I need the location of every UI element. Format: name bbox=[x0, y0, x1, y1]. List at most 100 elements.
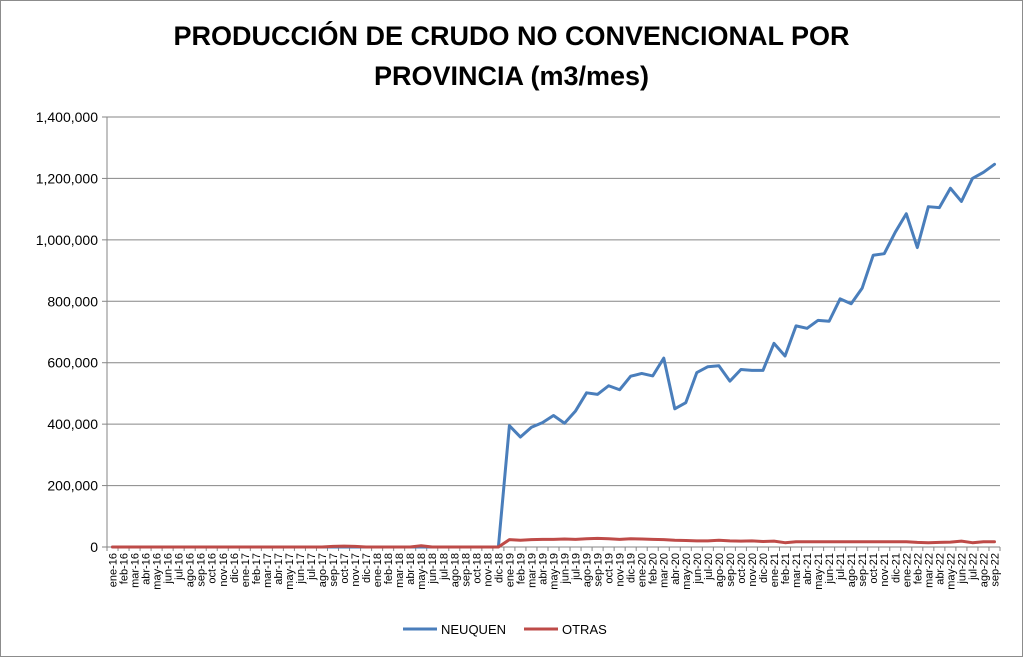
x-tick-label: oct-20 bbox=[736, 553, 748, 584]
x-tick-label: dic-21 bbox=[890, 553, 902, 583]
x-tick-label: may-16 bbox=[152, 553, 164, 590]
x-tick-label: may-17 bbox=[284, 553, 296, 590]
x-tick-label: feb-19 bbox=[515, 553, 527, 584]
x-tick-label: abr-17 bbox=[273, 553, 285, 585]
x-tick-label: abr-18 bbox=[405, 553, 417, 585]
x-tick-label: jul-21 bbox=[835, 553, 847, 581]
x-tick-label: feb-16 bbox=[119, 553, 131, 584]
x-tick-label: jul-22 bbox=[967, 553, 979, 581]
x-tick-label: feb-20 bbox=[648, 553, 660, 584]
y-tick-label: 600,000 bbox=[47, 355, 98, 371]
x-tick-label: ago-17 bbox=[317, 553, 329, 587]
y-tick-label: 200,000 bbox=[47, 478, 98, 494]
series-line-otras bbox=[111, 536, 996, 549]
x-tick-label: jul-20 bbox=[703, 553, 715, 581]
x-tick-label: abr-22 bbox=[934, 553, 946, 585]
x-tick-label: feb-18 bbox=[383, 553, 395, 584]
x-tick-label: may-19 bbox=[549, 553, 561, 590]
x-tick-label: jul-19 bbox=[571, 553, 583, 581]
chart-title-line-1: PRODUCCIÓN DE CRUDO NO CONVENCIONAL POR bbox=[173, 21, 850, 51]
x-tick-label: jun-17 bbox=[295, 553, 307, 585]
legend-label-otras: OTRAS bbox=[562, 622, 607, 637]
x-tick-label: oct-21 bbox=[868, 553, 880, 584]
y-tick-label: 400,000 bbox=[47, 416, 98, 432]
x-tick-label: dic-17 bbox=[361, 553, 373, 583]
y-axis-ticks: 0 200,000 400,000 600,000 800,000 1,000,000 1,… bbox=[36, 109, 107, 555]
x-tick-label: abr-16 bbox=[141, 553, 153, 585]
x-tick-label: ago-22 bbox=[978, 553, 990, 587]
x-tick-label: oct-17 bbox=[339, 553, 351, 584]
x-tick-label: ene-20 bbox=[637, 553, 649, 587]
x-tick-label: ago-20 bbox=[714, 553, 726, 587]
x-tick-label: jun-19 bbox=[560, 553, 572, 585]
x-tick-label: abr-21 bbox=[802, 553, 814, 585]
x-tick-label: dic-19 bbox=[626, 553, 638, 583]
x-tick-label: mar-22 bbox=[923, 553, 935, 588]
x-tick-label: jul-18 bbox=[438, 553, 450, 581]
x-tick-label: abr-19 bbox=[537, 553, 549, 585]
x-tick-label: mar-19 bbox=[526, 553, 538, 588]
x-tick-label: oct-18 bbox=[471, 553, 483, 584]
x-axis-ticks: ene-16 feb-16 mar-16 abr-16 may-16 jun-16 jul-… bbox=[106, 547, 1001, 590]
x-tick-label: jun-21 bbox=[824, 553, 836, 585]
x-tick-label: jun-16 bbox=[163, 553, 175, 585]
x-tick-label: feb-22 bbox=[912, 553, 924, 584]
y-tick-label: 1,000,000 bbox=[36, 232, 98, 248]
x-tick-label: feb-17 bbox=[251, 553, 263, 584]
legend-label-neuquen: NEUQUEN bbox=[441, 622, 506, 637]
x-tick-label: ene-18 bbox=[372, 553, 384, 587]
x-tick-label: sep-21 bbox=[857, 553, 869, 587]
x-tick-label: jun-22 bbox=[956, 553, 968, 585]
x-tick-label: nov-19 bbox=[615, 553, 627, 587]
x-tick-label: nov-18 bbox=[482, 553, 494, 587]
x-tick-label: ago-19 bbox=[582, 553, 594, 587]
x-tick-label: dic-18 bbox=[493, 553, 505, 583]
x-tick-label: sep-17 bbox=[328, 553, 340, 587]
x-tick-label: mar-20 bbox=[659, 553, 671, 588]
y-tick-label: 800,000 bbox=[47, 293, 98, 309]
x-tick-label: may-18 bbox=[416, 553, 428, 590]
x-tick-label: ago-18 bbox=[449, 553, 461, 587]
gridlines bbox=[107, 116, 1000, 487]
x-tick-label: dic-16 bbox=[229, 553, 241, 583]
y-tick-label: 1,400,000 bbox=[36, 109, 98, 125]
x-tick-label: nov-21 bbox=[879, 553, 891, 587]
x-tick-label: mar-17 bbox=[262, 553, 274, 588]
x-tick-label: abr-20 bbox=[670, 553, 682, 585]
x-tick-label: nov-16 bbox=[218, 553, 230, 587]
x-tick-label: ene-21 bbox=[769, 553, 781, 587]
axes bbox=[106, 117, 1000, 548]
x-tick-label: mar-21 bbox=[791, 553, 803, 588]
x-tick-label: sep-16 bbox=[196, 553, 208, 587]
x-tick-label: ago-16 bbox=[185, 553, 197, 587]
x-tick-label: ene-22 bbox=[901, 553, 913, 587]
series-line-neuquen bbox=[111, 162, 996, 549]
legend: NEUQUEN OTRAS bbox=[403, 622, 607, 637]
x-tick-label: ene-16 bbox=[108, 553, 120, 587]
x-tick-label: oct-19 bbox=[604, 553, 616, 584]
x-tick-label: mar-18 bbox=[394, 553, 406, 588]
x-tick-label: nov-20 bbox=[747, 553, 759, 587]
chart-title-line-2: PROVINCIA (m3/mes) bbox=[373, 61, 650, 91]
x-tick-label: jul-16 bbox=[174, 553, 186, 581]
x-tick-label: may-22 bbox=[945, 553, 957, 590]
x-tick-label: may-20 bbox=[681, 553, 693, 590]
x-tick-label: sep-22 bbox=[989, 553, 1001, 587]
x-tick-label: sep-18 bbox=[460, 553, 472, 587]
x-tick-label: ene-19 bbox=[504, 553, 516, 587]
x-tick-label: ago-21 bbox=[846, 553, 858, 587]
y-tick-label: 1,200,000 bbox=[36, 170, 98, 186]
x-tick-label: feb-21 bbox=[780, 553, 792, 584]
x-tick-label: mar-16 bbox=[130, 553, 142, 588]
x-tick-label: jun-18 bbox=[427, 553, 439, 585]
x-tick-label: sep-19 bbox=[593, 553, 605, 587]
x-tick-label: jul-17 bbox=[306, 553, 318, 581]
x-tick-label: sep-20 bbox=[725, 553, 737, 587]
series-lines bbox=[111, 162, 996, 549]
x-tick-label: jun-20 bbox=[692, 553, 704, 585]
chart-title: PRODUCCIÓN DE CRUDO NO CONVENCIONAL POR … bbox=[0, 16, 1023, 96]
x-tick-label: ene-17 bbox=[240, 553, 252, 587]
x-tick-label: oct-16 bbox=[207, 553, 219, 584]
x-tick-label: dic-20 bbox=[758, 553, 770, 583]
